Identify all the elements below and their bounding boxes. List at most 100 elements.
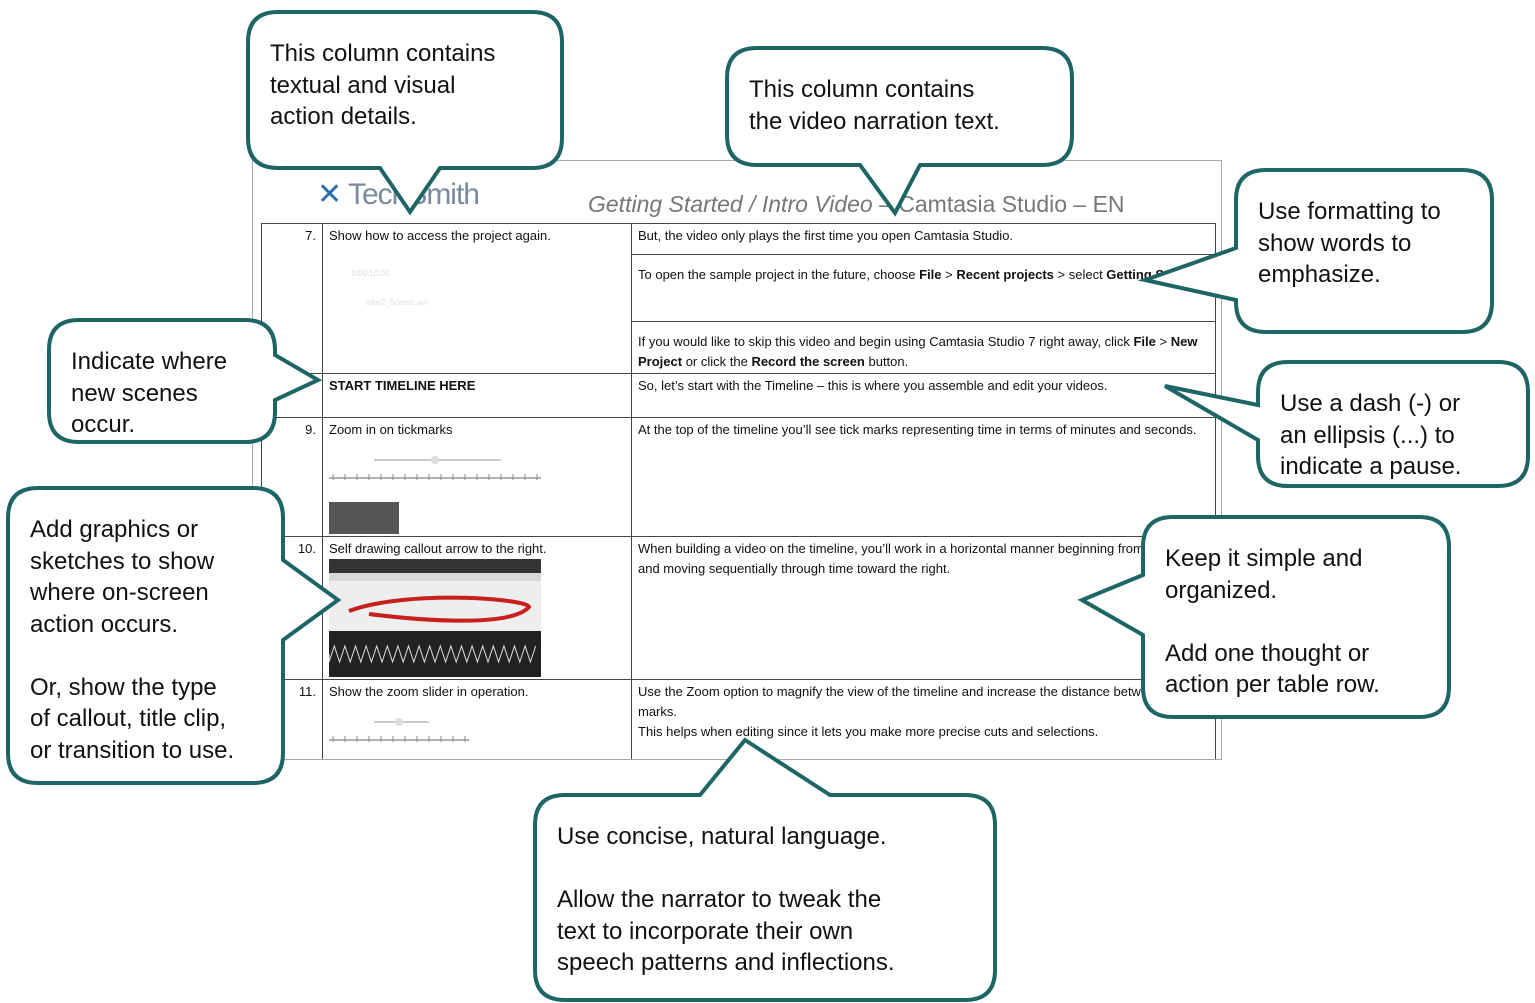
screenshot-art [329,456,541,534]
callout-line: action per table row. [1165,671,1380,698]
callout-line: of callout, title clip, [30,705,227,732]
action: Show the zoom slider in operation. [329,682,625,702]
table-row: 10. Self drawing callout arrow to the rig… [261,536,1216,680]
action-cell: Show the zoom slider in operation. [322,679,632,759]
screenshot: 0:00:10:00 take2_Screen.avi [329,269,541,534]
callout-line: Use a dash (-) or [1280,390,1461,417]
callout-line: This column contains [270,40,496,67]
callout-shape [725,46,1074,217]
callout-line: where on-screen [30,579,209,606]
callout-text: This column contains textual and visual ac… [270,38,495,133]
action-cell: Zoom in on tickmarks 0:00:10:00 take2_Scre… [322,269,632,537]
narration-cell: But, the video only plays the first time… [631,223,1216,374]
narration-paragraph: This helps when editing since it lets yo… [638,722,1209,742]
text-run: New Project [638,334,1198,369]
callout-line [1165,606,1380,638]
action: Self drawing callout arrow to the right. [329,539,625,559]
callout-line: sketches to show [30,547,215,575]
text-run: This helps when editing since it lets yo… [638,724,1099,739]
callout-line: new scenes [71,379,198,407]
callout-line: show words to [1258,229,1412,257]
narration-cell: So, let’s start with the Timeline – this… [631,373,1216,418]
callout-line: organized. [1165,576,1278,604]
text-run: > [1155,334,1171,349]
text-run: File [919,267,942,282]
narration-paragraph: At the top of the timeline you’ll see ti… [638,420,1209,440]
callout-text: Use formatting to show words to emphasize. [1258,196,1441,291]
doc-title: Getting Started / Intro Video – Camtasia… [588,191,1125,218]
table-row: 7. Show how to access the project again. B… [261,223,1216,374]
callout-shape [6,486,342,785]
callout-line: occur. [71,411,136,438]
callout-line: Add one thought or [1165,639,1370,667]
callout-text: Use a dash (-) or an ellipsis (...) to ind… [1280,388,1461,483]
action-cell: Show how to access the project again. [322,223,632,374]
text-run: or click the [682,354,752,369]
callout-line: speech patterns and inflections. [557,949,895,976]
action: Show how to access the project again. [329,226,625,246]
table-row: 11. Show the zoom slider in operation. Use… [261,679,1216,759]
document: ✕ TechSmith Getting Started / Intro Vide… [252,160,1222,760]
text-run: Getting Started / Intro Video [588,191,873,217]
callout-line: action details. [270,103,417,130]
callout-line: Use formatting to [1258,198,1441,225]
callout-line [557,853,895,885]
table-row: 9. Zoom in on tickmarks 0:00:10:00 take2_Sc… [261,269,1216,537]
callout-text: Use concise, natural language. Allow the … [557,821,895,979]
callout-line: indicate a pause. [1280,453,1462,480]
narration-cell: At the top of the timeline you’ll see ti… [631,417,1216,537]
text-run: If you would like to skip this video and… [638,334,1134,349]
table-row: START TIMELINE HERE So, let’s start with … [261,373,1216,418]
number: 7. [305,228,316,243]
action: Zoom in on tickmarks [329,420,625,440]
text-run: Use the Zoom option to magnify the view … [638,684,1208,719]
screenshot [328,559,541,677]
text-run: > select [1053,267,1107,282]
text-run: When building a video on the timeline, y… [638,541,1187,576]
callout-shape [1163,360,1530,488]
text-run: So, let’s start with the Timeline – this… [638,378,1108,393]
callout-line: This column contains [749,76,975,103]
callout-line: Or, show the type [30,673,217,701]
number: 11. [298,684,316,699]
callout-line: text to incorporate their own [557,917,854,945]
callout-line: Use concise, natural language. [557,823,887,850]
script-table: 7. Show how to access the project again. B… [261,223,1216,759]
screenshot-label: 0:00:10:00 [351,268,390,278]
screenshot-art [328,559,541,677]
callout-shape [533,737,997,1002]
narration-cell: Use the Zoom option to magnify the view … [631,679,1216,759]
number: 9. [305,422,316,437]
callout-line: action occurs. [30,610,179,638]
callout-line: textual and visual [270,71,456,99]
callout-shape [47,318,323,444]
narration-paragraph: So, let’s start with the Timeline – this… [638,376,1209,396]
text-run: File [1133,334,1156,349]
callout-text: This column contains the video narration … [749,74,1000,137]
callout-text: Indicate where new scenes occur. [71,346,227,441]
callout-text: Keep it simple and organized. Add one thou… [1165,543,1380,701]
narration-paragraph: But, the video only plays the first time… [632,224,1215,255]
callout-line: an ellipsis (...) to [1280,421,1455,449]
callout-line: emphasize. [1258,261,1381,288]
callout-line: Keep it simple and [1165,545,1363,572]
callout-line: Allow the narrator to tweak the [557,886,882,913]
text-run: Recent projects [956,267,1054,282]
narration-paragraph: To open the sample project in the future… [632,255,1215,322]
callout-shape [246,10,564,216]
narration-paragraph: If you would like to skip this video and… [632,322,1215,373]
callout-shape [1077,515,1451,719]
callout-line: Indicate where [71,348,228,375]
callout-line: or transition to use. [30,736,235,764]
text-run: Show how to access the project again. [329,228,551,243]
text-run: START TIMELINE HERE [329,378,476,393]
number: 10. [297,541,316,556]
text-run: Show the zoom slider in operation. [329,684,529,699]
text-run: > [941,267,957,282]
text-run: Self drawing callout arrow to the right. [329,541,547,556]
text-run: – Camtasia Studio – EN [872,191,1125,217]
text-run: To open the sample project in the future… [638,267,920,282]
callout-line [30,640,234,672]
